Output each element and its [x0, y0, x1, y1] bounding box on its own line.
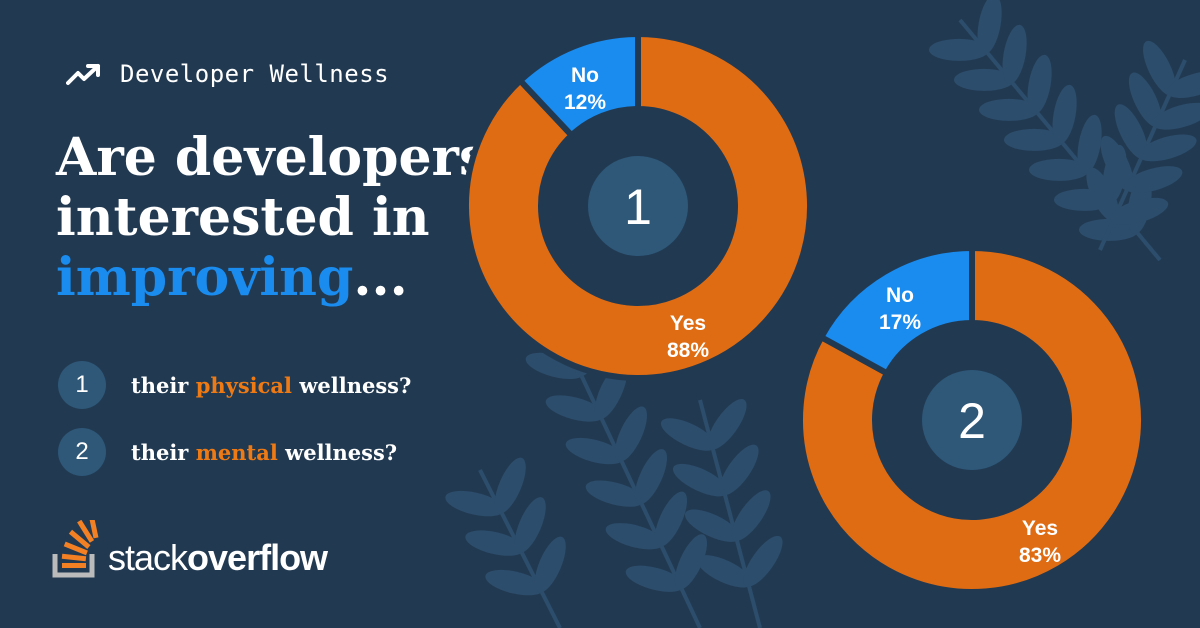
leaf [1110, 197, 1169, 225]
leaf [1029, 158, 1090, 181]
donut-chart-1: Yes 88% No 12% 1 [463, 30, 813, 381]
slice-value-label: 83% [1019, 544, 1061, 567]
question-2-number-badge: 2 [58, 428, 106, 476]
donut-center-label: 1 [624, 179, 652, 235]
donut-chart-2: Yes 83% No 17% 2 [797, 244, 1147, 595]
leaf [514, 497, 546, 554]
slice-value-label: 12% [564, 91, 606, 114]
leaf [494, 457, 526, 514]
question-2-prefix: their [131, 439, 196, 465]
slice-label: Yes [1022, 517, 1058, 540]
donut-center-label: 2 [958, 393, 986, 449]
leaf [1124, 166, 1183, 193]
leaf [614, 406, 647, 462]
question-1: 1 their physical wellness? [58, 361, 411, 409]
leaf [1152, 102, 1200, 130]
topic-label: Developer Wellness [120, 60, 390, 88]
leaf [634, 449, 667, 505]
question-2-text: their mental wellness? [131, 440, 397, 465]
stack-overflow-logo-icon [52, 520, 99, 578]
leaf [674, 534, 707, 590]
leaf [654, 491, 687, 547]
question-1-number-badge: 1 [58, 361, 106, 409]
slice-label: Yes [670, 312, 706, 335]
leaf [1100, 135, 1134, 191]
headline-ellipsis: ... [353, 247, 408, 308]
headline-line-1: Are developers [56, 127, 489, 188]
question-2-highlight: mental [195, 439, 278, 465]
leaf [1052, 84, 1077, 145]
topic-header: Developer Wellness [66, 58, 389, 90]
brand-wordmark: stackoverflow [108, 537, 328, 578]
leaf [1004, 128, 1065, 151]
leaf [696, 555, 753, 588]
leaf [1166, 71, 1200, 98]
brand-word-bold: overflow [187, 537, 328, 578]
leaf [1138, 134, 1197, 162]
headline-line-3: improving... [56, 248, 488, 308]
leaf [1086, 167, 1120, 223]
question-1-text: their physical wellness? [131, 373, 411, 398]
headline: Are developers interested in improving..… [56, 128, 488, 308]
question-1-prefix: their [131, 372, 196, 398]
slice-value-label: 17% [879, 311, 921, 334]
leaf [565, 437, 625, 465]
leaf [445, 490, 505, 517]
leaf [977, 0, 1002, 55]
donut-center-badge [922, 370, 1022, 470]
leaf [485, 569, 545, 596]
leaf [545, 395, 605, 422]
leaf [605, 523, 665, 550]
leaf [719, 444, 759, 496]
leaf [525, 352, 585, 380]
leaf [465, 530, 525, 556]
donut-slice-no [817, 244, 975, 378]
brand-word-light: stack [108, 537, 188, 578]
leaf [585, 480, 645, 507]
leaf [1128, 72, 1162, 128]
donut-slice-yes [463, 30, 813, 381]
slice-value-label: 88% [667, 339, 709, 362]
question-2-suffix: wellness? [277, 439, 398, 465]
donut-slice-no [516, 30, 641, 140]
leaf [1077, 114, 1102, 175]
leaf [1002, 24, 1027, 85]
question-1-suffix: wellness? [292, 372, 412, 398]
question-1-highlight: physical [195, 372, 293, 398]
leaf [707, 399, 747, 450]
leaf [1114, 104, 1148, 160]
leaf [1027, 54, 1052, 115]
trending-up-icon [66, 64, 100, 85]
leaf [684, 509, 741, 542]
leaf [625, 565, 685, 592]
leaf [743, 535, 783, 587]
leaf [954, 68, 1015, 91]
leaf [929, 38, 990, 61]
leaf [1143, 40, 1176, 96]
leaf [660, 418, 717, 451]
headline-line-2: interested in [56, 187, 430, 248]
leaf [979, 98, 1040, 121]
slice-label: No [571, 64, 599, 87]
donut-slice-yes [797, 244, 1147, 595]
stack-overflow-brand: stackoverflow [52, 520, 328, 578]
donut-center-badge [588, 156, 688, 256]
leaf [731, 490, 771, 541]
leaf [534, 536, 566, 593]
leaf [672, 463, 729, 497]
question-2: 2 their mental wellness? [58, 428, 397, 476]
slice-label: No [886, 284, 914, 307]
headline-accent: improving [56, 247, 354, 308]
